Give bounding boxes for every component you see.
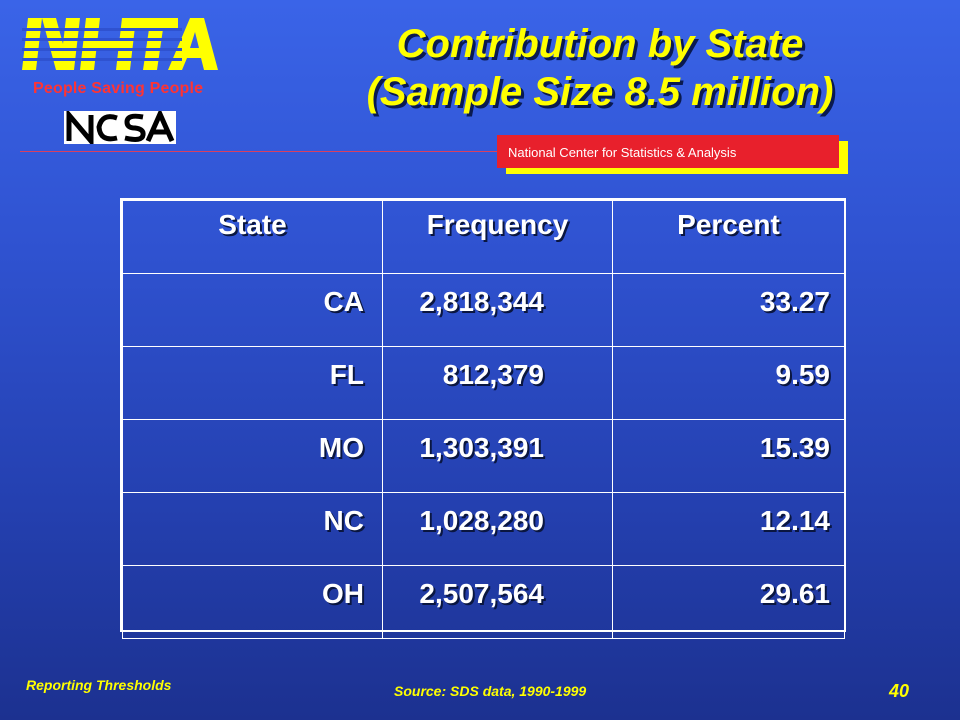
ncsa-banner: National Center for Statistics & Analysi… [497,135,839,168]
table-row: FL 812,379 9.59 [122,346,845,420]
footer-section-label: Reporting Thresholds [26,677,172,693]
frequency-cell: 2,507,564 [382,565,613,639]
title-line-1: Contribution by State [396,22,804,66]
table-row: CA 2,818,344 33.27 [122,273,845,347]
percent-cell: 12.14 [612,492,845,566]
page-number: 40 [889,681,910,701]
state-cell: NC [122,492,383,566]
title-line-2: (Sample Size 8.5 million) [366,70,834,114]
state-cell: CA [122,273,383,347]
percent-cell: 15.39 [612,419,845,493]
state-cell: OH [122,565,383,639]
column-header-state: State [122,200,383,274]
percent-cell: 9.59 [612,346,845,420]
footer-source: Source: SDS data, 1990-1999 [394,683,587,699]
column-header-percent: Percent [612,200,845,274]
ncsa-logo [64,107,176,148]
header-divider [20,151,840,152]
column-header-frequency: Frequency [382,200,613,274]
table-header-row: State Frequency Percent [122,200,845,274]
nhtsa-logo [22,14,218,74]
slide-title: Contribution by State (Sample Size 8.5 m… [290,20,910,116]
tagline: People Saving People [33,80,204,97]
state-cell: FL [122,346,383,420]
state-table: State Frequency Percent CA 2,818,344 33.… [120,198,846,639]
frequency-cell: 812,379 [382,346,613,420]
table-row: MO 1,303,391 15.39 [122,419,845,493]
frequency-cell: 1,028,280 [382,492,613,566]
table-row: NC 1,028,280 12.14 [122,492,845,566]
percent-cell: 33.27 [612,273,845,347]
state-cell: MO [122,419,383,493]
table-row: OH 2,507,564 29.61 [122,565,845,639]
frequency-cell: 1,303,391 [382,419,613,493]
percent-cell: 29.61 [612,565,845,639]
frequency-cell: 2,818,344 [382,273,613,347]
